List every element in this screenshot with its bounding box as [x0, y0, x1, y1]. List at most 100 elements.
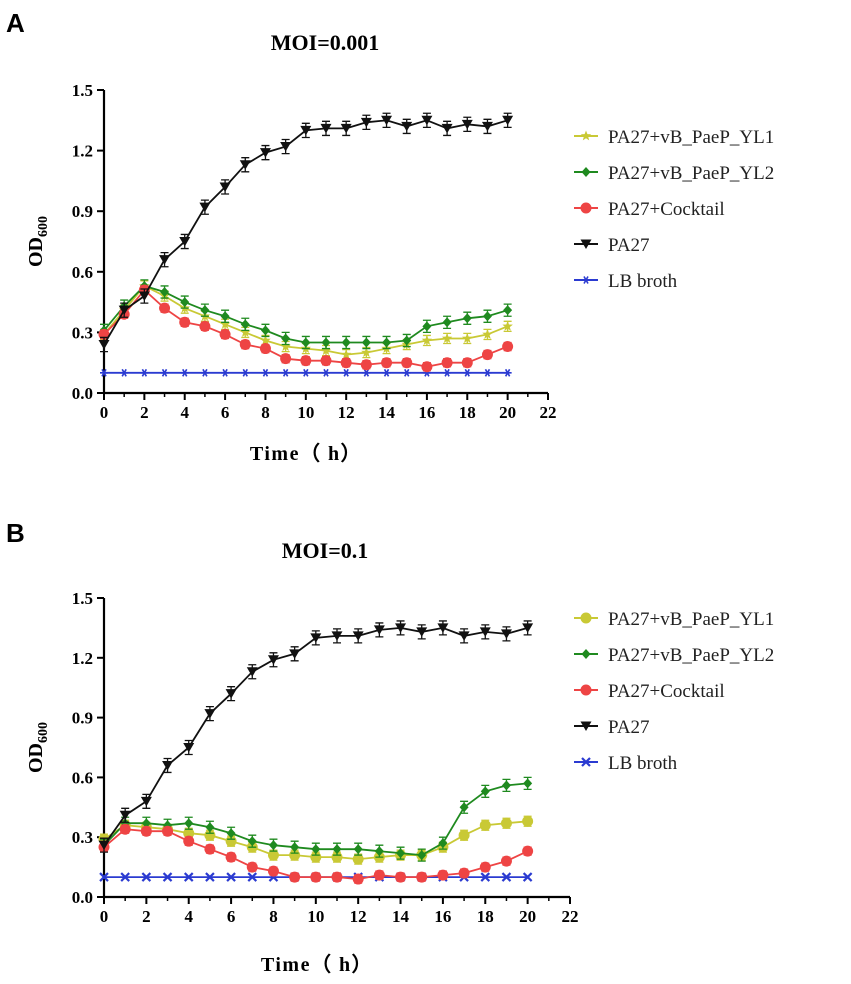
data-point — [261, 368, 270, 377]
data-point — [479, 861, 491, 873]
x-tick-label: 18 — [477, 907, 494, 926]
data-point — [373, 869, 385, 881]
y-axis-title: OD600 — [25, 216, 51, 267]
data-point — [353, 844, 363, 855]
x-tick-label: 2 — [140, 403, 149, 422]
data-point — [381, 115, 393, 126]
data-point — [159, 302, 171, 314]
x-axis-title: Time（ h） — [250, 442, 362, 465]
legend-item: PA27+vB_PaeP_YL1 — [574, 127, 774, 148]
data-point — [311, 844, 321, 855]
data-point — [162, 825, 174, 837]
legend-label: PA27+Cocktail — [608, 681, 725, 702]
y-axis-title-subscript: 600 — [36, 722, 51, 743]
data-point — [463, 368, 472, 377]
legend-marker — [581, 167, 591, 177]
data-point — [247, 872, 258, 882]
series-LB broth — [100, 368, 512, 377]
data-point — [416, 871, 428, 883]
data-point — [482, 311, 492, 322]
data-point — [341, 349, 352, 360]
data-point — [381, 357, 393, 369]
series-PA27 — [98, 620, 534, 853]
data-point — [119, 823, 131, 835]
data-point — [199, 202, 211, 213]
data-point — [160, 368, 169, 377]
data-point — [226, 828, 236, 839]
data-point — [199, 320, 211, 332]
data-point — [331, 631, 343, 641]
data-point — [289, 871, 301, 883]
data-point — [239, 339, 251, 351]
x-tick-label: 16 — [418, 403, 435, 422]
panel-b: B MOI=0.1 0.0 0.3 0.6 0.9 1.2 1.5 0 2 4 6 8 10 12 14 16 1… — [6, 518, 774, 976]
data-point — [500, 855, 512, 867]
data-point — [479, 819, 491, 831]
x-tick-label: 4 — [184, 907, 193, 926]
data-point — [501, 872, 512, 882]
data-point — [180, 368, 189, 377]
data-point — [183, 743, 195, 753]
data-point — [382, 368, 391, 377]
legend-label: PA27+Cocktail — [608, 199, 725, 220]
data-point — [301, 337, 311, 348]
data-point — [500, 817, 512, 829]
x-tick-label: 6 — [227, 907, 236, 926]
data-point — [141, 818, 151, 829]
data-point — [183, 835, 195, 847]
x-tick-label: 18 — [459, 403, 476, 422]
x-tick-label: 14 — [392, 907, 410, 926]
data-point — [523, 778, 533, 789]
data-point — [416, 627, 428, 637]
data-point — [360, 359, 372, 371]
data-point — [225, 689, 237, 699]
legend-marker — [580, 239, 592, 249]
data-point — [373, 625, 385, 635]
data-point — [179, 237, 191, 247]
chart-title: MOI=0.1 — [282, 538, 368, 563]
data-point — [352, 631, 364, 641]
data-point — [280, 341, 291, 351]
data-point — [180, 297, 190, 308]
data-point — [281, 333, 291, 344]
data-point — [320, 355, 332, 367]
data-point — [219, 328, 231, 340]
data-point — [160, 287, 170, 297]
series-PA27+vB_PaeP_YL2 — [99, 776, 533, 862]
legend-label: PA27 — [608, 717, 650, 738]
x-tick-label: 22 — [540, 403, 557, 422]
x-tick-label: 20 — [519, 907, 536, 926]
data-point — [441, 123, 453, 134]
data-point — [421, 335, 433, 345]
legend-item: PA27 — [574, 235, 650, 256]
data-point — [341, 337, 351, 348]
data-point — [361, 347, 372, 357]
data-point — [141, 872, 152, 882]
legend-label: PA27+vB_PaeP_YL1 — [608, 609, 774, 630]
data-point — [140, 825, 152, 837]
legend-item: LB broth — [574, 271, 678, 292]
data-point — [289, 649, 301, 659]
x-tick-label: 0 — [100, 403, 109, 422]
data-point — [301, 368, 310, 377]
y-tick-label: 0.6 — [72, 263, 93, 282]
data-point — [462, 333, 473, 343]
panel-letter: B — [6, 518, 25, 548]
data-point — [138, 291, 150, 302]
data-point — [502, 320, 513, 331]
data-point — [100, 368, 108, 377]
data-point — [401, 357, 413, 369]
data-point — [522, 845, 534, 857]
data-point — [159, 255, 171, 265]
legend-marker — [580, 202, 592, 214]
x-tick-label: 10 — [307, 907, 324, 926]
data-point — [220, 311, 230, 322]
legend-item: PA27+vB_PaeP_YL2 — [574, 163, 774, 184]
y-tick-label: 1.2 — [72, 649, 93, 668]
data-point — [461, 119, 473, 130]
data-point — [362, 368, 371, 377]
data-point — [458, 829, 470, 841]
data-point — [461, 357, 473, 369]
data-point — [522, 815, 534, 827]
legend-marker — [580, 721, 592, 731]
